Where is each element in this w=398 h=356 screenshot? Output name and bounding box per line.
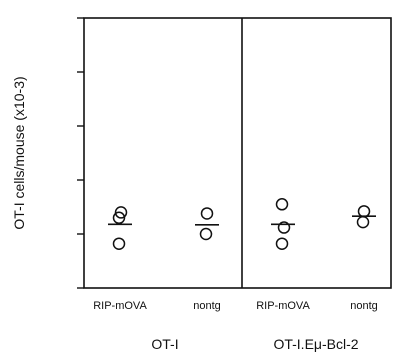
data-point <box>275 237 289 250</box>
data-point <box>199 227 213 241</box>
data-point <box>356 215 370 229</box>
plot-frame <box>83 17 392 289</box>
data-point <box>275 198 289 211</box>
category-label: RIP-mOVA <box>256 300 310 312</box>
data-point <box>112 237 126 250</box>
data-point <box>277 221 291 234</box>
data-point <box>200 207 214 220</box>
y-axis-title: OT-I cells/mouse (x10-3) <box>11 76 27 229</box>
group-label: OT-I <box>151 336 178 352</box>
category-label: RIP-mOVA <box>93 300 147 312</box>
category-label: nontg <box>350 300 378 312</box>
data-point <box>114 206 128 219</box>
data-point <box>112 211 126 225</box>
category-label: nontg <box>193 300 221 312</box>
group-label: OT-I.Eμ-Bcl-2 <box>273 336 358 352</box>
data-point <box>357 205 371 218</box>
